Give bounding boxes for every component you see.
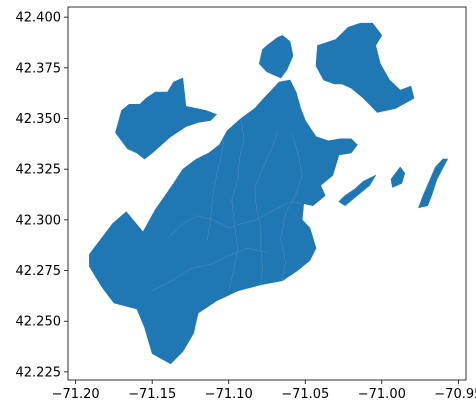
- region-outer-island: [418, 158, 448, 208]
- x-tick-label: −71.15: [128, 387, 176, 402]
- y-tick-label: 42.300: [16, 213, 62, 228]
- x-tick-label: −71.20: [52, 387, 100, 402]
- y-tick-label: 42.350: [16, 112, 62, 127]
- region-allston-brighton: [115, 77, 217, 160]
- region-east-boston: [315, 22, 415, 113]
- y-tick-label: 42.400: [16, 11, 62, 26]
- y-axis: 42.225 42.250 42.275 42.300 42.325 42.350 42.3…: [16, 11, 68, 380]
- x-tick-label: −70.95: [434, 387, 476, 402]
- y-tick-label: 42.275: [16, 264, 62, 279]
- region-charlestown: [258, 35, 294, 79]
- x-tick-label: −71.10: [205, 387, 253, 402]
- x-tick-label: −71.00: [358, 387, 406, 402]
- y-tick-label: 42.325: [16, 163, 62, 178]
- neighborhood-boundaries: [152, 118, 303, 292]
- axes-frame: [67, 6, 467, 381]
- boundary-line-5: [152, 247, 268, 292]
- boundary-line-1: [207, 138, 225, 241]
- x-tick-label: −71.05: [281, 387, 329, 402]
- y-tick-label: 42.375: [16, 61, 62, 76]
- region-boston-mainland: [89, 79, 358, 365]
- boundary-line-2: [228, 118, 245, 291]
- y-tick-label: 42.225: [16, 365, 62, 380]
- boundary-line-4: [280, 132, 303, 281]
- region-moon-island: [390, 166, 406, 188]
- region-long-island: [338, 175, 377, 206]
- boundary-line-3: [254, 130, 278, 285]
- y-tick-label: 42.250: [16, 315, 62, 330]
- map-polygons: [89, 22, 448, 365]
- x-axis: −71.20 −71.15 −71.10 −71.05 −71.00 −70.95: [52, 380, 476, 402]
